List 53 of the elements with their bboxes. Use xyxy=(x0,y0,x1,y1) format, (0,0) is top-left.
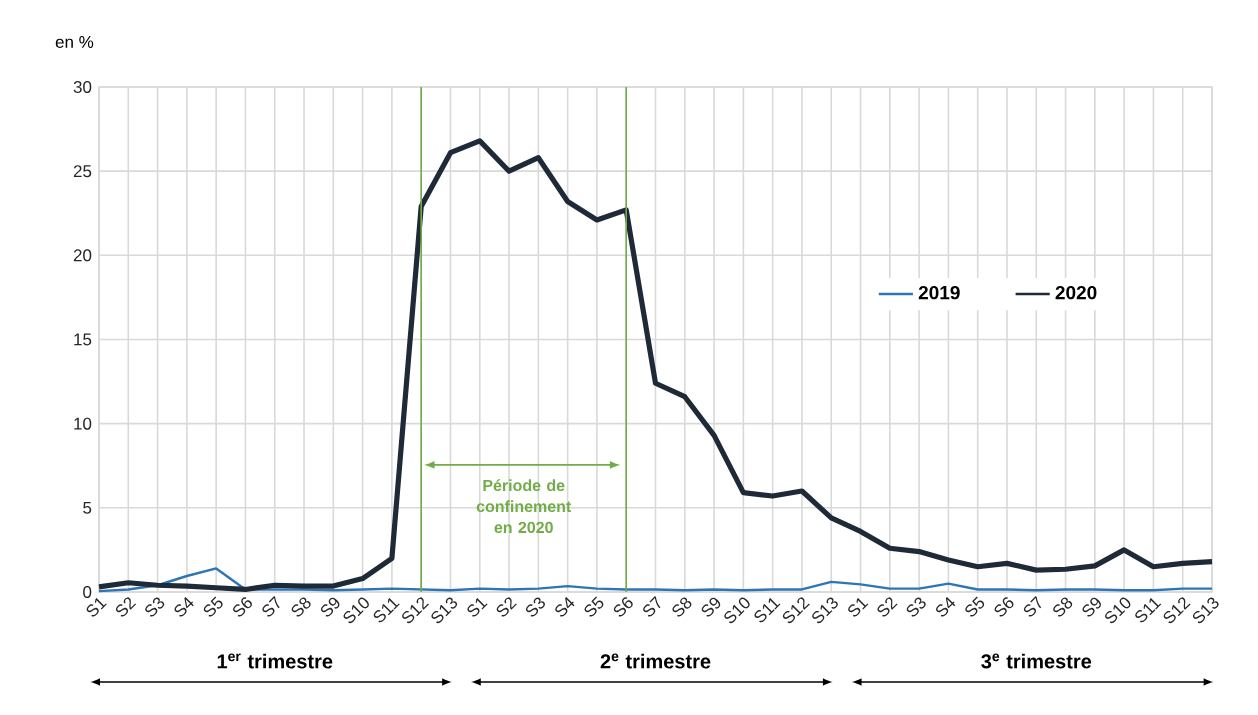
text: 1$^{er}$ trimestre xyxy=(217,653,333,669)
y-tick-label: 25 xyxy=(73,165,92,178)
x-tick-label: S6 xyxy=(613,597,633,617)
x-tick-label: S3 xyxy=(145,597,165,617)
x-tick-label: S12 xyxy=(1163,597,1191,624)
x-tick-label: S7 xyxy=(1023,596,1042,617)
x-tick-label: S1 xyxy=(86,598,107,617)
x-tick-label: S13 xyxy=(431,597,458,624)
x-tick-label: S9 xyxy=(320,597,340,617)
x-tick-label: S7 xyxy=(262,596,280,617)
x-tick-label: S5 xyxy=(203,596,223,617)
x-tick-label: S9 xyxy=(701,597,721,617)
x-tick-label: S2 xyxy=(496,597,517,617)
x-tick-label: S3 xyxy=(906,597,926,617)
x-tick-label: S8 xyxy=(291,597,311,617)
y-tick-label: 10 xyxy=(74,417,92,430)
x-tick-label: S11 xyxy=(754,598,781,623)
x-tick-label: S12 xyxy=(402,597,429,624)
y-tick-label: 0 xyxy=(83,585,92,598)
x-tick-label: S10 xyxy=(343,597,369,624)
x-tick-label: S4 xyxy=(555,597,575,617)
x-tick-label: S3 xyxy=(525,597,545,617)
x-tick-label: S10 xyxy=(724,597,750,624)
y-tick-label: 15 xyxy=(74,333,92,346)
x-tick-label: S1 xyxy=(467,598,488,617)
y-tick-label: 30 xyxy=(73,80,92,93)
text: 2$^{e}$ trimestre xyxy=(600,653,711,669)
x-tick-label: S2 xyxy=(115,597,137,617)
x-tick-label: S6 xyxy=(233,597,252,617)
y-tick-label: 20 xyxy=(73,249,92,262)
legend-label: 2020 xyxy=(1055,285,1097,300)
text: 3$^{e}$ trimestre xyxy=(981,653,1092,669)
y-tick-label: 5 xyxy=(83,501,92,514)
x-tick-label: S11 xyxy=(373,598,400,623)
x-tick-label: S5 xyxy=(584,596,604,617)
legend-label: 2019 xyxy=(918,285,960,300)
x-tick-label: S4 xyxy=(174,597,194,617)
x-tick-label: S13 xyxy=(1192,597,1219,624)
y-axis-title: en % xyxy=(55,36,94,48)
x-tick-label: S2 xyxy=(877,597,898,617)
x-tick-label: S11 xyxy=(1135,598,1162,623)
x-tick-label: S9 xyxy=(1082,597,1101,617)
x-tick-label: S4 xyxy=(935,597,956,617)
x-tick-label: S10 xyxy=(1105,597,1131,624)
x-tick-label: S8 xyxy=(1053,597,1073,617)
x-tick-label: S12 xyxy=(782,597,810,624)
x-tick-label: S6 xyxy=(994,597,1014,617)
annotation: Période de confinement en 2020 xyxy=(476,479,572,534)
x-tick-label: S5 xyxy=(965,596,985,617)
x-tick-label: S1 xyxy=(848,598,869,617)
x-tick-label: S7 xyxy=(643,596,661,617)
x-tick-label: S13 xyxy=(812,597,838,624)
x-tick-label: S8 xyxy=(672,597,692,617)
